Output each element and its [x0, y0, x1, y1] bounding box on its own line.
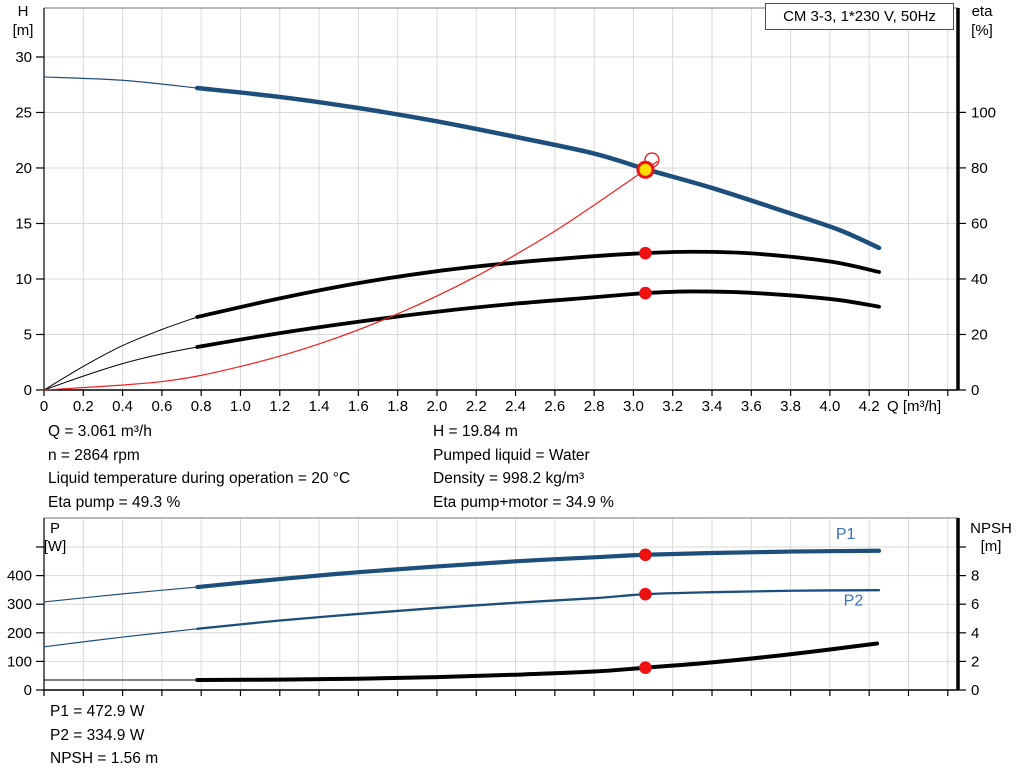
info-p2: P2 = 334.9 W: [50, 726, 145, 744]
y-left-tick-label: 300: [7, 596, 32, 613]
curve-label-p2: P2: [844, 593, 864, 610]
y-right-tick-label: 8: [971, 568, 979, 585]
pump-title-box: CM 3-3, 1*230 V, 50Hz: [765, 3, 954, 30]
y-right-tick-label: 20: [971, 326, 988, 343]
p2-curve: [196, 589, 881, 630]
x-tick-label: 3.0: [623, 398, 644, 415]
npsh-point: [639, 661, 652, 674]
p2-curve-ext: [43, 628, 198, 648]
x-tick-label: 1.4: [309, 398, 330, 415]
eta-pump-motor-curve: [195, 289, 881, 349]
duty-info-right-column: H = 19.84 m Pumped liquid = Water Densit…: [433, 420, 614, 514]
y-left-tick-label: 0: [24, 682, 32, 699]
x-tick-label: 4.0: [819, 398, 840, 415]
y-right-axis-label: NPSH: [970, 520, 1012, 537]
y-right-tick-label: 4: [971, 625, 979, 642]
p1-point: [639, 548, 652, 562]
y-right-tick-label: 80: [971, 160, 988, 177]
x-tick-label: 2.6: [544, 398, 565, 415]
p1-curve: [195, 548, 882, 590]
y-left-tick-label: 20: [15, 160, 32, 177]
y-left-axis-label: [W]: [44, 538, 67, 555]
info-speed: n = 2864 rpm: [48, 446, 140, 464]
y-right-tick-label: 2: [971, 653, 979, 670]
y-right-axis-label: [%]: [971, 22, 993, 39]
x-tick-label: 2.8: [584, 398, 605, 415]
y-left-axis-label: P: [50, 520, 60, 537]
x-tick-label: 1.6: [348, 398, 369, 415]
x-tick-label: 1.8: [387, 398, 408, 415]
x-tick-label: 2.2: [466, 398, 487, 415]
y-right-tick-label: 40: [971, 271, 988, 288]
x-tick-label: 3.2: [662, 398, 683, 415]
info-eta-pump-motor: Eta pump+motor = 34.9 %: [433, 493, 614, 511]
p1-curve-ext: [43, 586, 198, 603]
eta-pump-motor-point: [639, 286, 652, 300]
y-left-tick-label: 10: [15, 271, 32, 288]
x-tick-label: 0.6: [151, 398, 172, 415]
eta-pump-curve: [195, 249, 881, 319]
x-tick-label: 2.4: [505, 398, 526, 415]
x-tick-label: 0: [40, 398, 48, 415]
y-right-tick-label: 100: [971, 104, 996, 121]
x-tick-label: 1.2: [269, 398, 290, 415]
y-left-tick-label: 30: [15, 49, 32, 66]
info-eta-pump: Eta pump = 49.3 %: [48, 493, 181, 511]
x-tick-label: 4.2: [859, 398, 880, 415]
eta-pump-motor-ext: [43, 346, 198, 391]
eta-pump-ext: [43, 316, 198, 391]
info-p1: P1 = 472.9 W: [50, 703, 145, 720]
x-tick-label: 0.2: [73, 398, 94, 415]
npsh-curve: [195, 641, 880, 682]
info-pumped-liquid: Pumped liquid = Water: [433, 446, 590, 464]
y-left-tick-label: 400: [7, 568, 32, 585]
info-liquid-temperature: Liquid temperature during operation = 20…: [48, 470, 351, 487]
curve-label-p1: P1: [836, 526, 856, 543]
y-left-tick-label: 15: [15, 215, 32, 232]
y-left-tick-label: 5: [24, 326, 32, 343]
info-head: H = 19.84 m: [433, 423, 518, 440]
x-tick-label: 3.8: [780, 398, 801, 415]
pump-title: CM 3-3, 1*230 V, 50Hz: [783, 8, 936, 25]
h-curve: [195, 85, 882, 251]
y-left-tick-label: 100: [7, 653, 32, 670]
info-density: Density = 998.2 kg/m³: [433, 470, 585, 487]
eta-pump-point: [639, 246, 652, 260]
y-left-axis-label: [m]: [13, 22, 34, 39]
y-right-axis-label: [m]: [981, 538, 1002, 555]
x-tick-label: 1.0: [230, 398, 251, 415]
info-flow: Q = 3.061 m³/h: [48, 423, 152, 440]
x-tick-label: 0.8: [191, 398, 212, 415]
h-curve-ext: [43, 76, 198, 89]
y-left-axis-label: H: [18, 3, 29, 20]
info-npsh: NPSH = 1.56 m: [50, 750, 159, 767]
y-left-tick-label: 25: [15, 104, 32, 121]
p2-point: [639, 587, 652, 601]
y-right-tick-label: 6: [971, 596, 979, 613]
y-left-tick-label: 0: [24, 382, 32, 399]
system-curve: [43, 160, 658, 391]
power-info-column: P1 = 472.9 W P2 = 334.9 W NPSH = 1.56 m: [50, 700, 158, 771]
y-left-tick-label: 200: [7, 625, 32, 642]
x-axis-unit-label: Q [m³/h]: [887, 398, 941, 415]
x-tick-label: 0.4: [112, 398, 133, 415]
x-tick-label: 2.0: [427, 398, 448, 415]
duty-point: [636, 160, 655, 179]
y-right-tick-label: 0: [971, 682, 979, 699]
x-tick-label: 3.6: [741, 398, 762, 415]
x-tick-label: 3.4: [702, 398, 723, 415]
y-right-tick-label: 0: [971, 382, 979, 399]
y-right-tick-label: 60: [971, 215, 988, 232]
y-right-axis-label: eta: [972, 3, 994, 20]
duty-info-left-column: Q = 3.061 m³/h n = 2864 rpm Liquid tempe…: [48, 420, 350, 514]
